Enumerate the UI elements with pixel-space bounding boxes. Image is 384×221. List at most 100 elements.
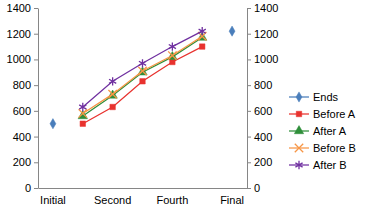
legend-item: Before A: [289, 108, 356, 120]
tick-label: 1000: [254, 53, 278, 65]
legend-marker: [294, 126, 303, 134]
tick: 800: [247, 79, 272, 91]
tick-mark: [34, 34, 38, 35]
tick-label: 1000: [7, 53, 31, 65]
chart: 0 200 400 600 800 1000 1200 1400 0 200 400 600 800 10…: [0, 0, 384, 221]
tick-mark: [247, 137, 251, 138]
marker: [138, 67, 146, 75]
legend-label: After B: [313, 159, 347, 171]
tick-label: Second: [94, 194, 131, 206]
marker: [199, 27, 206, 35]
legend: Ends Before A After A Before B After B: [289, 91, 356, 171]
marker: [229, 26, 235, 36]
tick: 1400: [247, 2, 278, 14]
series-line: [83, 31, 202, 107]
x-axis: Initial Second Fourth Final: [39, 188, 248, 206]
tick-label: Fourth: [156, 194, 188, 206]
tick-label: 800: [254, 79, 272, 91]
tick-mark: [34, 162, 38, 163]
tick-label: 400: [13, 131, 31, 143]
legend-item: After A: [289, 125, 347, 137]
marker: [168, 51, 177, 59]
tick-mark: [247, 111, 251, 112]
tick-label: Final: [220, 194, 244, 206]
tick-mark: [34, 8, 38, 9]
tick: Second: [94, 188, 131, 206]
tick-mark: [34, 59, 38, 60]
marker: [80, 121, 85, 126]
marker: [140, 79, 145, 84]
y-axis: 0 200 400 600 800 1000 1200 1400: [7, 2, 39, 194]
tick-label: 600: [13, 105, 31, 117]
legend-marker: [296, 111, 301, 116]
tick: Initial: [40, 188, 66, 206]
tick: 200: [13, 156, 38, 168]
legend-marker: [296, 92, 302, 102]
tick-mark: [247, 85, 251, 86]
tick-label: Initial: [40, 194, 66, 206]
tick: 1200: [7, 28, 38, 40]
tick-label: 0: [254, 182, 260, 194]
tick-mark: [34, 111, 38, 112]
tick: 600: [13, 105, 38, 117]
series-line: [83, 38, 202, 116]
marker: [108, 90, 116, 98]
legend-item: Before B: [289, 142, 356, 154]
tick: Final: [220, 188, 244, 206]
tick-label: 200: [13, 156, 31, 168]
series-line: [83, 47, 202, 124]
tick-label: 1400: [7, 2, 31, 14]
marker: [170, 59, 175, 64]
tick: 0: [247, 182, 260, 194]
marker: [169, 42, 176, 50]
legend-item: After B: [289, 159, 347, 171]
tick: 600: [247, 105, 272, 117]
tick-label: 600: [254, 105, 272, 117]
tick-mark: [247, 59, 251, 60]
axis-line: [38, 9, 39, 189]
tick-label: 1200: [254, 28, 278, 40]
axis-line: [39, 188, 248, 189]
y2-axis: 0 200 400 600 800 1000 1200 1400: [247, 2, 278, 194]
tick-label: 200: [254, 156, 272, 168]
legend-label: Before B: [313, 142, 356, 154]
marker: [139, 59, 146, 67]
tick: 0: [25, 182, 38, 194]
tick-mark: [247, 162, 251, 163]
tick-label: 800: [13, 79, 31, 91]
tick: 1000: [7, 53, 38, 65]
plot-area: [50, 26, 235, 129]
tick: 200: [247, 156, 272, 168]
tick-mark: [34, 188, 38, 189]
tick: 400: [13, 131, 38, 143]
tick: 400: [247, 131, 272, 143]
tick: Fourth: [156, 188, 188, 206]
tick: 1200: [247, 28, 278, 40]
tick: 800: [13, 79, 38, 91]
tick-label: 0: [25, 182, 31, 194]
tick-mark: [247, 34, 251, 35]
legend-label: After A: [313, 125, 347, 137]
series-line: [83, 36, 202, 113]
marker: [108, 90, 117, 98]
legend-item: Ends: [289, 91, 339, 103]
marker: [50, 119, 56, 129]
legend-label: Before A: [313, 108, 356, 120]
legend-marker: [295, 161, 302, 169]
tick-label: 1200: [7, 28, 31, 40]
marker: [199, 44, 204, 49]
marker: [168, 51, 176, 59]
tick-mark: [247, 188, 251, 189]
marker: [79, 103, 86, 111]
marker: [138, 67, 147, 75]
tick-mark: [34, 137, 38, 138]
tick-mark: [247, 8, 251, 9]
marker: [110, 104, 115, 109]
marker: [109, 77, 116, 85]
legend-label: Ends: [313, 91, 339, 103]
tick: 1000: [247, 53, 278, 65]
legend-marker: [295, 144, 303, 152]
tick: 1400: [7, 2, 38, 14]
axis-line: [247, 9, 248, 189]
tick-mark: [34, 85, 38, 86]
